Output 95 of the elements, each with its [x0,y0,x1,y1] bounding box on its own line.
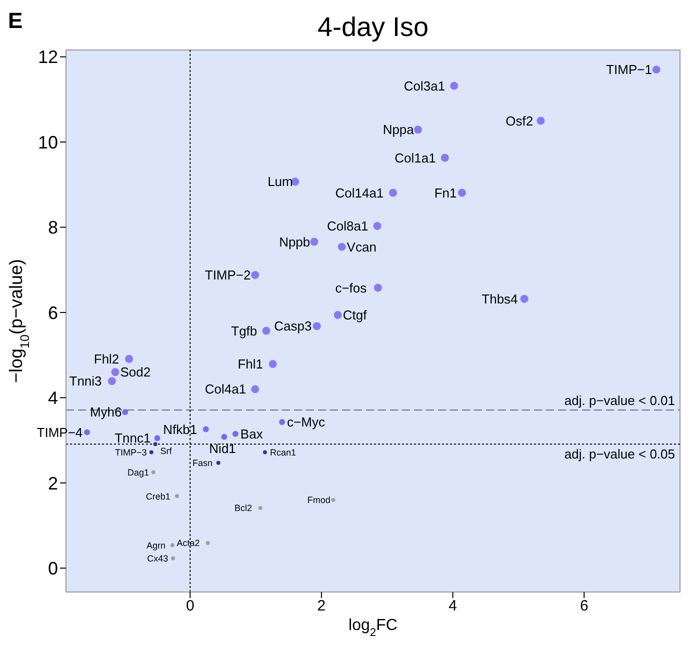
annotation: Casp3 [274,318,312,334]
annotation: Osf2 [506,113,534,128]
annotation: Tgfb [231,323,258,338]
point [279,418,286,425]
point [153,442,158,446]
annotation: Bcl2 [234,503,252,514]
x-axis-title: log$_{2}$FC [348,617,398,639]
point [262,326,270,335]
point [338,242,346,251]
annotation: Bax [240,426,264,442]
annotation: Myh6 [90,404,122,420]
annotation: Nfkb1 [163,422,198,437]
annotation: Tnni3 [69,374,102,389]
annotation: Cx43 [147,553,168,564]
chart-title: 4-day Iso [316,12,430,43]
annotation: Agrn [146,540,166,550]
point [170,543,174,548]
point [174,494,179,498]
point [389,188,398,197]
point [520,294,528,303]
point [111,368,120,376]
annotation: TIMP−4 [36,424,83,440]
y-tick-label: 6 [48,302,58,323]
y-tick-label: 8 [48,218,58,238]
annotation: Nid1 [209,440,236,456]
annotation: Thbs4 [482,291,518,306]
annotation: Sod2 [120,364,151,380]
point [171,556,176,560]
annotation: c−fos [335,280,368,296]
annotation: Fhl1 [238,356,263,372]
point [334,311,342,320]
y-tick-label: 0 [48,558,58,579]
annotation: Fasn [192,458,212,468]
point [268,360,277,368]
y-tick-label: 10 [38,132,58,152]
point [149,450,154,454]
annotation: Srf [160,446,172,456]
point [154,435,160,442]
annotation: Tnnc1 [114,430,151,446]
annotation: Fhl2 [94,351,120,366]
point [84,429,90,436]
point [251,270,260,279]
point [258,506,262,510]
point [450,82,458,90]
point [374,284,382,292]
text: E [8,8,23,34]
annotation: Col4a1 [204,382,246,397]
point [310,238,318,246]
annotation: Lum [268,174,293,190]
annotation: Vcan [346,239,376,254]
x-tick-label: 0 [186,598,194,615]
point [373,222,382,230]
annotation: Creb1 [146,491,170,502]
point [221,434,228,440]
annotation: TIMP−1 [606,62,652,78]
point [125,354,134,363]
annotation: Fmod [307,495,330,506]
x-tick-label: 6 [580,598,588,615]
point [652,66,660,74]
annotation: TIMP−2 [204,268,251,283]
point [202,426,209,432]
point [536,116,545,125]
y-tick-label: 4 [48,388,58,408]
annotation: Nppa [382,122,415,138]
point [251,385,260,394]
y-tick-label: 2 [48,473,58,494]
annotation: TIMP−3 [115,447,147,458]
point [122,409,128,416]
annotation: Rcan1 [270,447,296,458]
point [331,498,336,502]
point [232,430,238,437]
point [151,470,156,474]
point [312,322,321,330]
point [108,377,116,386]
x-tick-label: 2 [317,598,326,615]
point [440,154,449,162]
annotation: Col3a1 [404,78,446,94]
ref-line-label: adj. p−value < 0.05 [564,446,675,462]
annotation: Col14a1 [335,185,384,200]
annotation: Col1a1 [394,150,436,166]
annotation: Col8a1 [327,218,368,234]
annotation: c−Myc [287,414,326,430]
y-tick-label: 12 [38,47,58,68]
point [206,541,210,545]
annotation: Ctgf [342,308,368,323]
annotation: Dag1 [127,467,149,478]
annotation: Acta2 [176,538,200,548]
point [216,460,220,465]
point [262,450,267,454]
point [414,126,422,134]
point [458,188,466,197]
annotation: Fn1 [434,185,457,200]
annotation: Nppb [279,234,310,250]
ref-line-label: adj. p−value < 0.01 [564,393,675,408]
x-tick-label: 4 [448,598,457,615]
